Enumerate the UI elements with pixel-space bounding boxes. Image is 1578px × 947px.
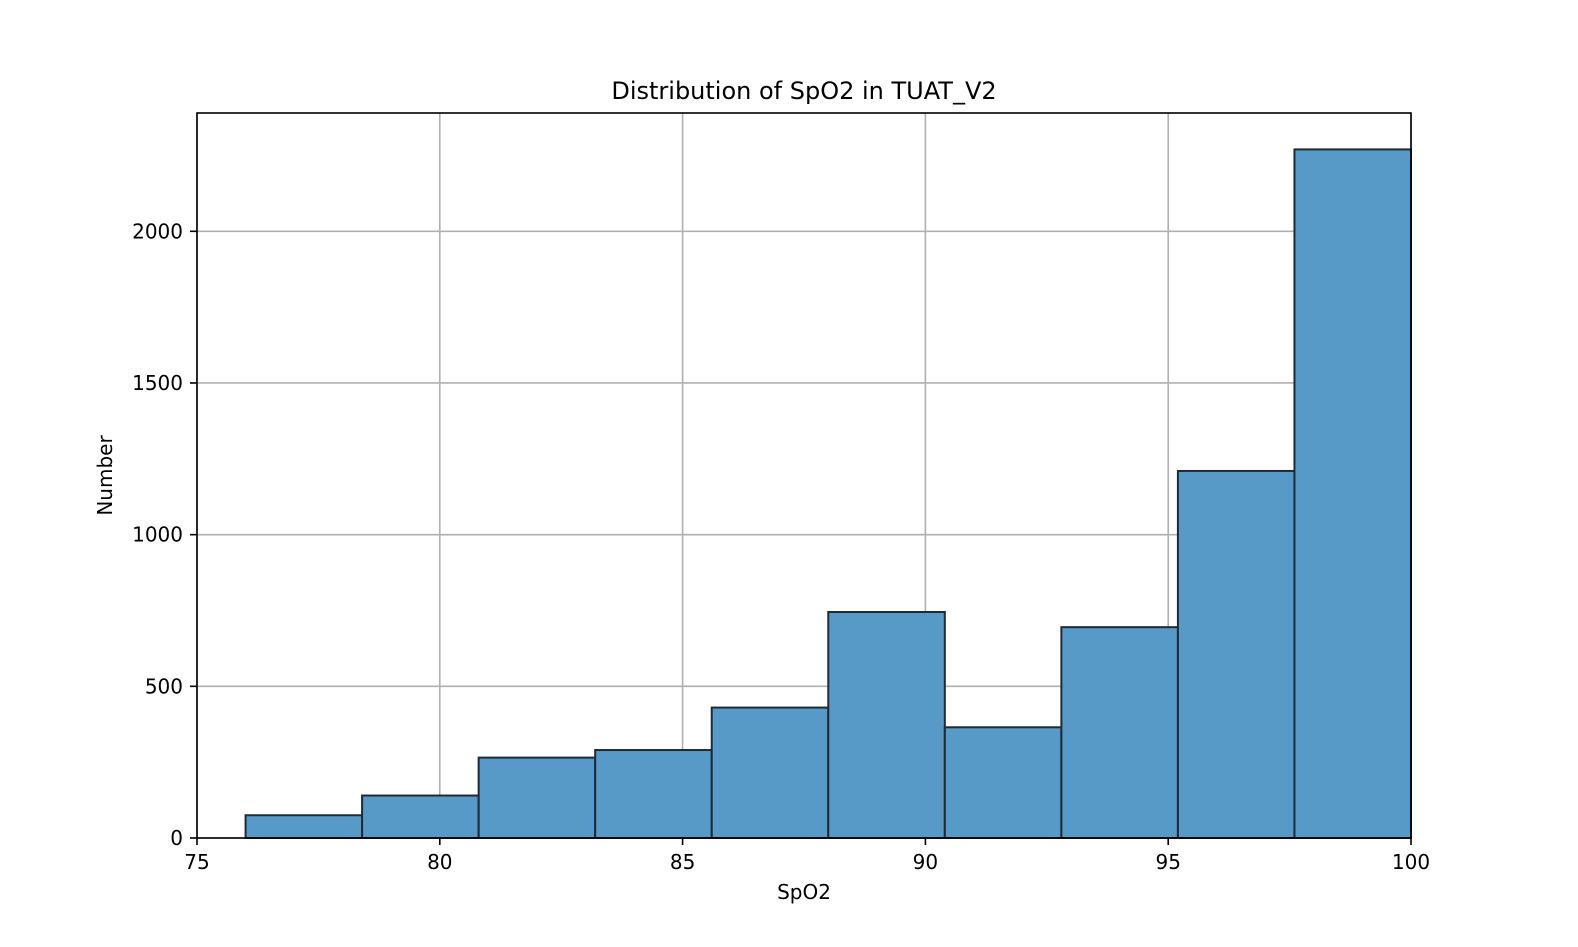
x-tick-label: 100 [1392, 850, 1430, 874]
histogram-bar [710, 706, 830, 839]
histogram-bars [244, 148, 1413, 840]
histogram-bar [827, 611, 946, 840]
y-tick-label: 1500 [132, 371, 183, 395]
x-tick-label: 85 [670, 850, 695, 874]
y-tick-label: 2000 [132, 219, 183, 243]
y-axis-label: Number [93, 435, 117, 516]
plot-area-frame [196, 112, 1412, 839]
histogram-bar [1293, 148, 1413, 839]
x-axis-label: SpO2 [777, 880, 831, 904]
histogram-bar [943, 726, 1063, 840]
x-tick-label: 90 [913, 850, 938, 874]
x-tick-label: 75 [184, 850, 209, 874]
histogram-bar [477, 756, 597, 840]
histogram-bar [594, 749, 713, 840]
x-tick-label: 80 [427, 850, 452, 874]
histogram-bar [244, 814, 364, 840]
y-tick-label: 500 [145, 674, 183, 698]
chart-title: Distribution of SpO2 in TUAT_V2 [611, 77, 996, 105]
y-tick-label: 1000 [132, 523, 183, 547]
histogram-bar [1176, 469, 1296, 839]
y-tick-label: 0 [170, 826, 183, 850]
x-tick-label: 95 [1155, 850, 1180, 874]
histogram-bar [361, 794, 480, 839]
histogram-bar [1060, 626, 1179, 839]
